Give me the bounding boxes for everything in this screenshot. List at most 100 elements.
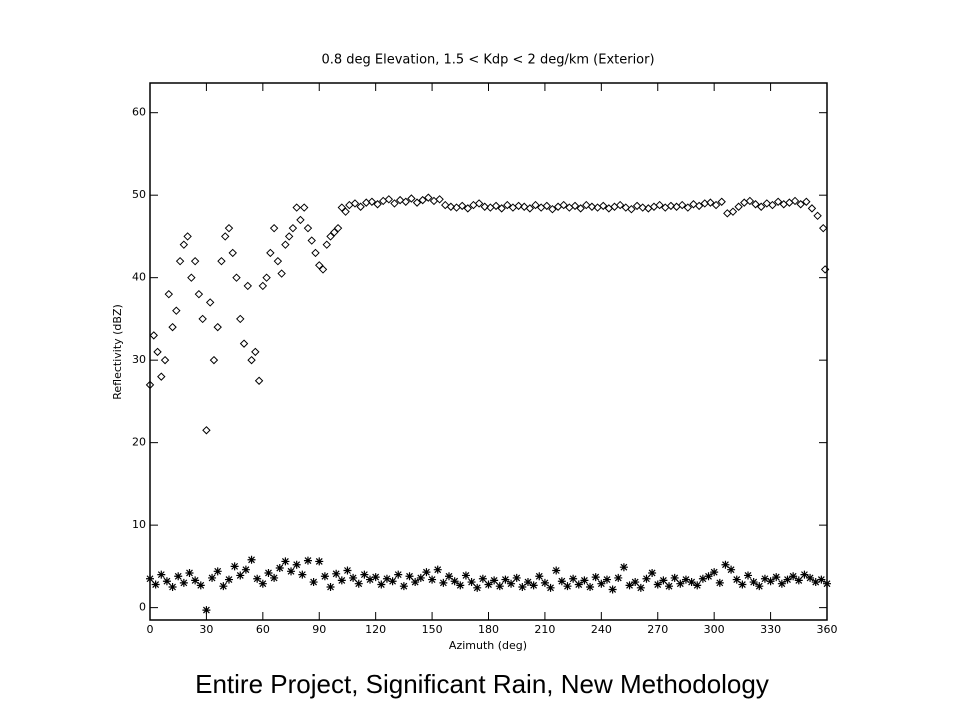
star-point	[360, 570, 369, 579]
star-point	[303, 556, 312, 565]
diamond-point	[474, 199, 484, 208]
y-tick-label: 50	[132, 188, 146, 201]
star-point	[591, 573, 600, 582]
star-point	[794, 576, 803, 585]
diamond-point	[796, 200, 805, 209]
star-point	[817, 575, 826, 584]
star-point	[727, 565, 736, 574]
diamond-point	[587, 202, 597, 211]
star-point	[698, 574, 707, 583]
star-point	[349, 573, 358, 582]
star-point	[208, 573, 217, 582]
diamond-point	[224, 223, 234, 233]
diamond-point	[254, 376, 264, 385]
star-point	[693, 581, 702, 590]
diamond-point	[183, 232, 192, 241]
star-point	[642, 574, 651, 583]
diamond-point	[356, 202, 365, 211]
diamond-point	[350, 199, 360, 208]
star-point	[253, 574, 262, 583]
diamond-point	[638, 203, 647, 212]
y-tick-label: 10	[132, 518, 146, 531]
diamond-point	[213, 322, 222, 332]
star-point	[619, 563, 628, 572]
star-point	[309, 578, 318, 587]
star-point	[490, 576, 499, 585]
diamond-point	[333, 223, 343, 233]
star-point	[247, 555, 256, 564]
diamond-point	[819, 223, 828, 233]
diamond-point	[457, 201, 467, 211]
star-point	[507, 579, 516, 588]
star-point	[456, 581, 465, 590]
star-point	[563, 582, 572, 591]
star-point	[721, 560, 730, 569]
diamond-point	[198, 314, 207, 324]
star-point	[715, 578, 724, 587]
star-point	[179, 578, 188, 587]
star-point	[523, 578, 532, 587]
x-tick-label: 60	[256, 623, 270, 636]
diamond-point	[480, 202, 489, 211]
star-point	[162, 577, 171, 586]
star-point	[174, 572, 183, 581]
star-point	[540, 578, 549, 587]
diamond-point	[299, 203, 309, 212]
star-point	[783, 575, 792, 584]
diamond-point	[762, 199, 772, 208]
star-point	[772, 573, 781, 582]
star-point	[760, 574, 769, 583]
diamond-point	[190, 256, 200, 266]
star-point	[213, 567, 222, 576]
diamond-point	[373, 200, 382, 209]
star-point	[800, 570, 809, 579]
diamond-point	[168, 322, 177, 332]
diamond-point	[463, 204, 473, 213]
star-point	[608, 585, 617, 594]
x-tick-label: 90	[312, 623, 326, 636]
star-point	[230, 562, 239, 571]
star-point	[326, 583, 335, 592]
star-point	[535, 572, 544, 581]
star-point	[416, 573, 425, 582]
x-tick-label: 270	[647, 623, 668, 636]
diamond-point	[149, 331, 158, 340]
diamond-point	[756, 202, 766, 211]
star-point	[461, 571, 470, 580]
star-point	[569, 574, 578, 583]
star-point	[636, 583, 645, 592]
star-point	[710, 568, 719, 577]
diamond-point	[751, 200, 760, 209]
star-point	[823, 579, 831, 588]
star-point	[332, 569, 341, 578]
star-point	[196, 581, 205, 590]
star-point	[270, 573, 279, 582]
diamond-point	[262, 273, 271, 282]
diamond-point	[728, 207, 738, 216]
star-point	[439, 578, 448, 587]
diamond-point	[160, 355, 170, 365]
diamond-point	[570, 201, 580, 211]
star-point	[659, 576, 668, 585]
diamond-point	[330, 228, 339, 237]
x-tick-label: 210	[534, 623, 555, 636]
star-point	[732, 575, 741, 584]
diamond-point	[367, 197, 377, 206]
star-point	[670, 573, 679, 582]
star-point	[315, 557, 324, 566]
star-point	[377, 580, 386, 589]
star-point	[281, 557, 290, 566]
star-point	[631, 578, 640, 587]
x-tick-label: 300	[704, 623, 725, 636]
diamond-point	[559, 200, 568, 210]
star-point	[354, 579, 363, 588]
diamond-point	[734, 202, 743, 211]
star-point	[224, 575, 233, 584]
x-tick-label: 150	[422, 623, 443, 636]
star-point	[789, 572, 798, 581]
star-point	[597, 579, 606, 588]
star-point	[320, 572, 329, 581]
star-point	[168, 583, 177, 592]
star-point	[602, 575, 611, 584]
star-point	[755, 582, 764, 591]
